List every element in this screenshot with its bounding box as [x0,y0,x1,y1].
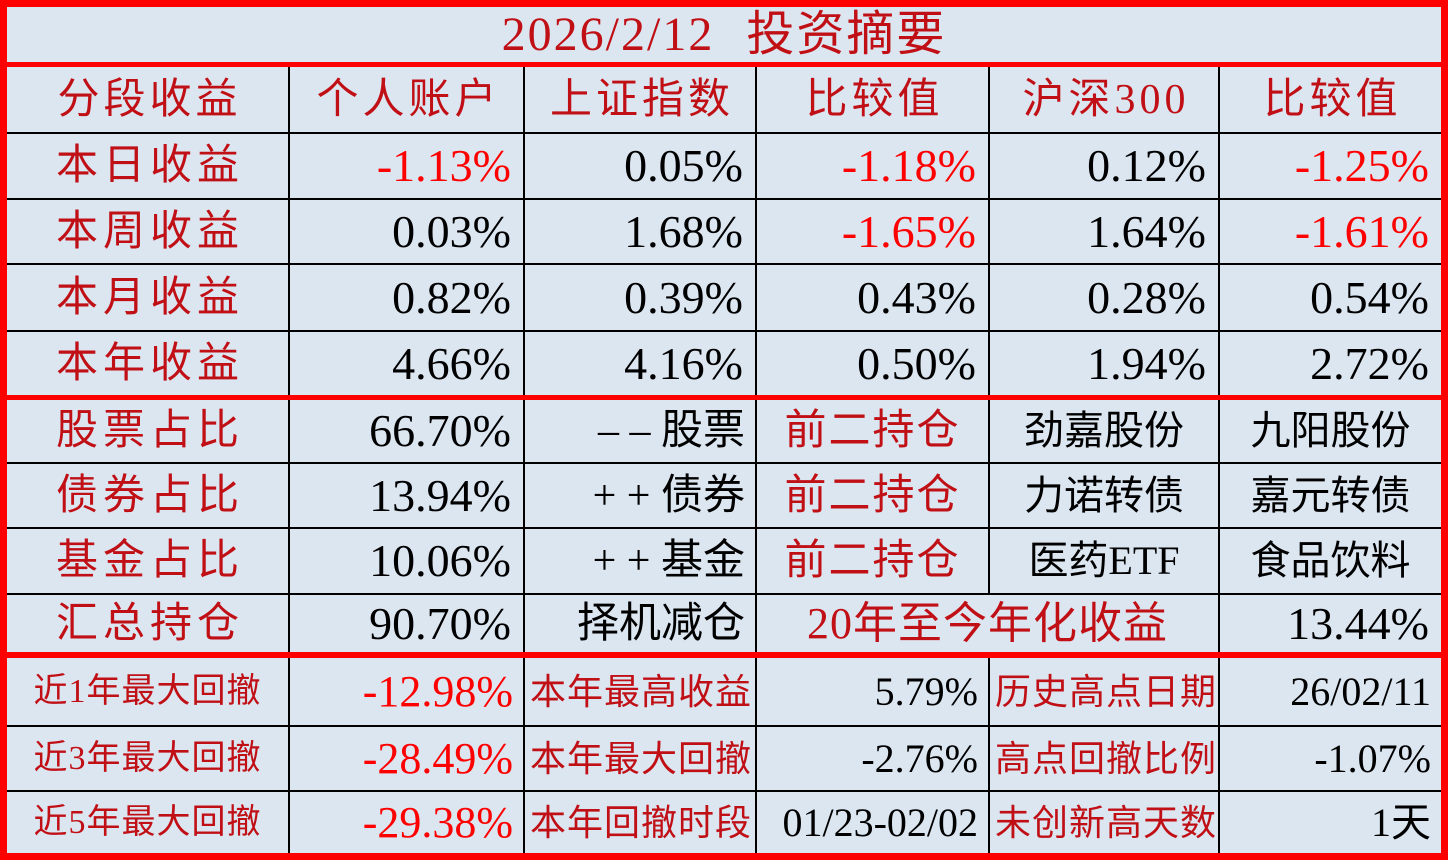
label-days-without-new-high: 未创新高天数 [988,790,1218,853]
value-cell: 0.39% [523,263,755,330]
value-cell: 1.64% [988,198,1218,263]
header-personal-account: 个人账户 [288,67,523,132]
label-ytd-high-return: 本年最高收益 [523,658,755,725]
row-label-yearly-return: 本年收益 [7,330,288,395]
label-ytd-max-drawdown: 本年最大回撤 [523,725,755,790]
top-holdings-tag: 前二持仓 [755,400,988,462]
section-divider [7,652,1441,658]
value-cell: 26/02/11 [1218,658,1441,725]
header-comparison-2: 比较值 [1218,67,1441,132]
value-cell: 5.79% [755,658,988,725]
section-divider [7,62,1441,67]
action-cell: 择机减仓 [523,593,755,652]
value-cell: 4.66% [288,330,523,395]
section-divider [7,395,1441,400]
value-cell: 0.03% [288,198,523,263]
holding-name: 九阳股份 [1218,400,1441,462]
holding-name: 劲嘉股份 [988,400,1218,462]
row-label-fund-allocation: 基金占比 [7,527,288,593]
value-cell: -1.65% [755,198,988,263]
annualized-return-value: 13.44% [1218,593,1441,652]
holding-name: 嘉元转债 [1218,462,1441,527]
annualized-return-label: 20年至今年化收益 [755,593,1218,652]
row-label-weekly-return: 本周收益 [7,198,288,263]
value-cell: 0.05% [523,132,755,198]
label-historic-high-date: 历史高点日期 [988,658,1218,725]
value-cell: 90.70% [288,593,523,652]
value-cell: -1.18% [755,132,988,198]
value-cell: 0.82% [288,263,523,330]
action-cell: + + 债券 [523,462,755,527]
page-title: 2026/2/12 投资摘要 [501,7,947,61]
value-cell: -1.07% [1218,725,1441,790]
row-label-3y-max-drawdown: 近3年最大回撤 [7,725,288,790]
value-cell: -12.98% [288,658,523,725]
top-holdings-tag: 前二持仓 [755,527,988,593]
value-cell: 66.70% [288,400,523,462]
value-cell: -1.13% [288,132,523,198]
value-cell: 1.94% [988,330,1218,395]
header-comparison-1: 比较值 [755,67,988,132]
header-csi300: 沪深300 [988,67,1218,132]
value-cell: 1天 [1218,790,1441,853]
row-label-total-position: 汇总持仓 [7,593,288,652]
holding-name: 医药ETF [988,527,1218,593]
top-holdings-tag: 前二持仓 [755,462,988,527]
action-cell: + + 基金 [523,527,755,593]
row-label-bond-allocation: 债券占比 [7,462,288,527]
value-cell: -1.61% [1218,198,1441,263]
row-label-daily-return: 本日收益 [7,132,288,198]
action-cell: – – 股票 [523,400,755,462]
value-cell: 13.94% [288,462,523,527]
header-sse-index: 上证指数 [523,67,755,132]
value-cell: 10.06% [288,527,523,593]
row-label-stock-allocation: 股票占比 [55,408,244,454]
value-cell: 0.28% [988,263,1218,330]
value-cell: 01/23-02/02 [755,790,988,853]
value-cell: 0.54% [1218,263,1441,330]
value-cell: 1.68% [523,198,755,263]
value-cell: 0.12% [988,132,1218,198]
value-cell: -29.38% [288,790,523,853]
value-cell: 2.72% [1218,330,1441,395]
label-ytd-drawdown-period: 本年回撤时段 [523,790,755,853]
header-segment-returns: 分段收益 [57,76,242,123]
value-cell: 0.43% [755,263,988,330]
label-drawdown-from-high: 高点回撤比例 [988,725,1218,790]
value-cell: -1.25% [1218,132,1441,198]
holding-name: 食品饮料 [1218,527,1441,593]
holding-name: 力诺转债 [988,462,1218,527]
value-cell: 0.50% [755,330,988,395]
row-label-5y-max-drawdown: 近5年最大回撤 [7,790,288,853]
row-label-monthly-return: 本月收益 [7,263,288,330]
value-cell: 4.16% [523,330,755,395]
row-label-1y-max-drawdown: 近1年最大回撤 [33,672,262,710]
value-cell: -2.76% [755,725,988,790]
value-cell: -28.49% [288,725,523,790]
